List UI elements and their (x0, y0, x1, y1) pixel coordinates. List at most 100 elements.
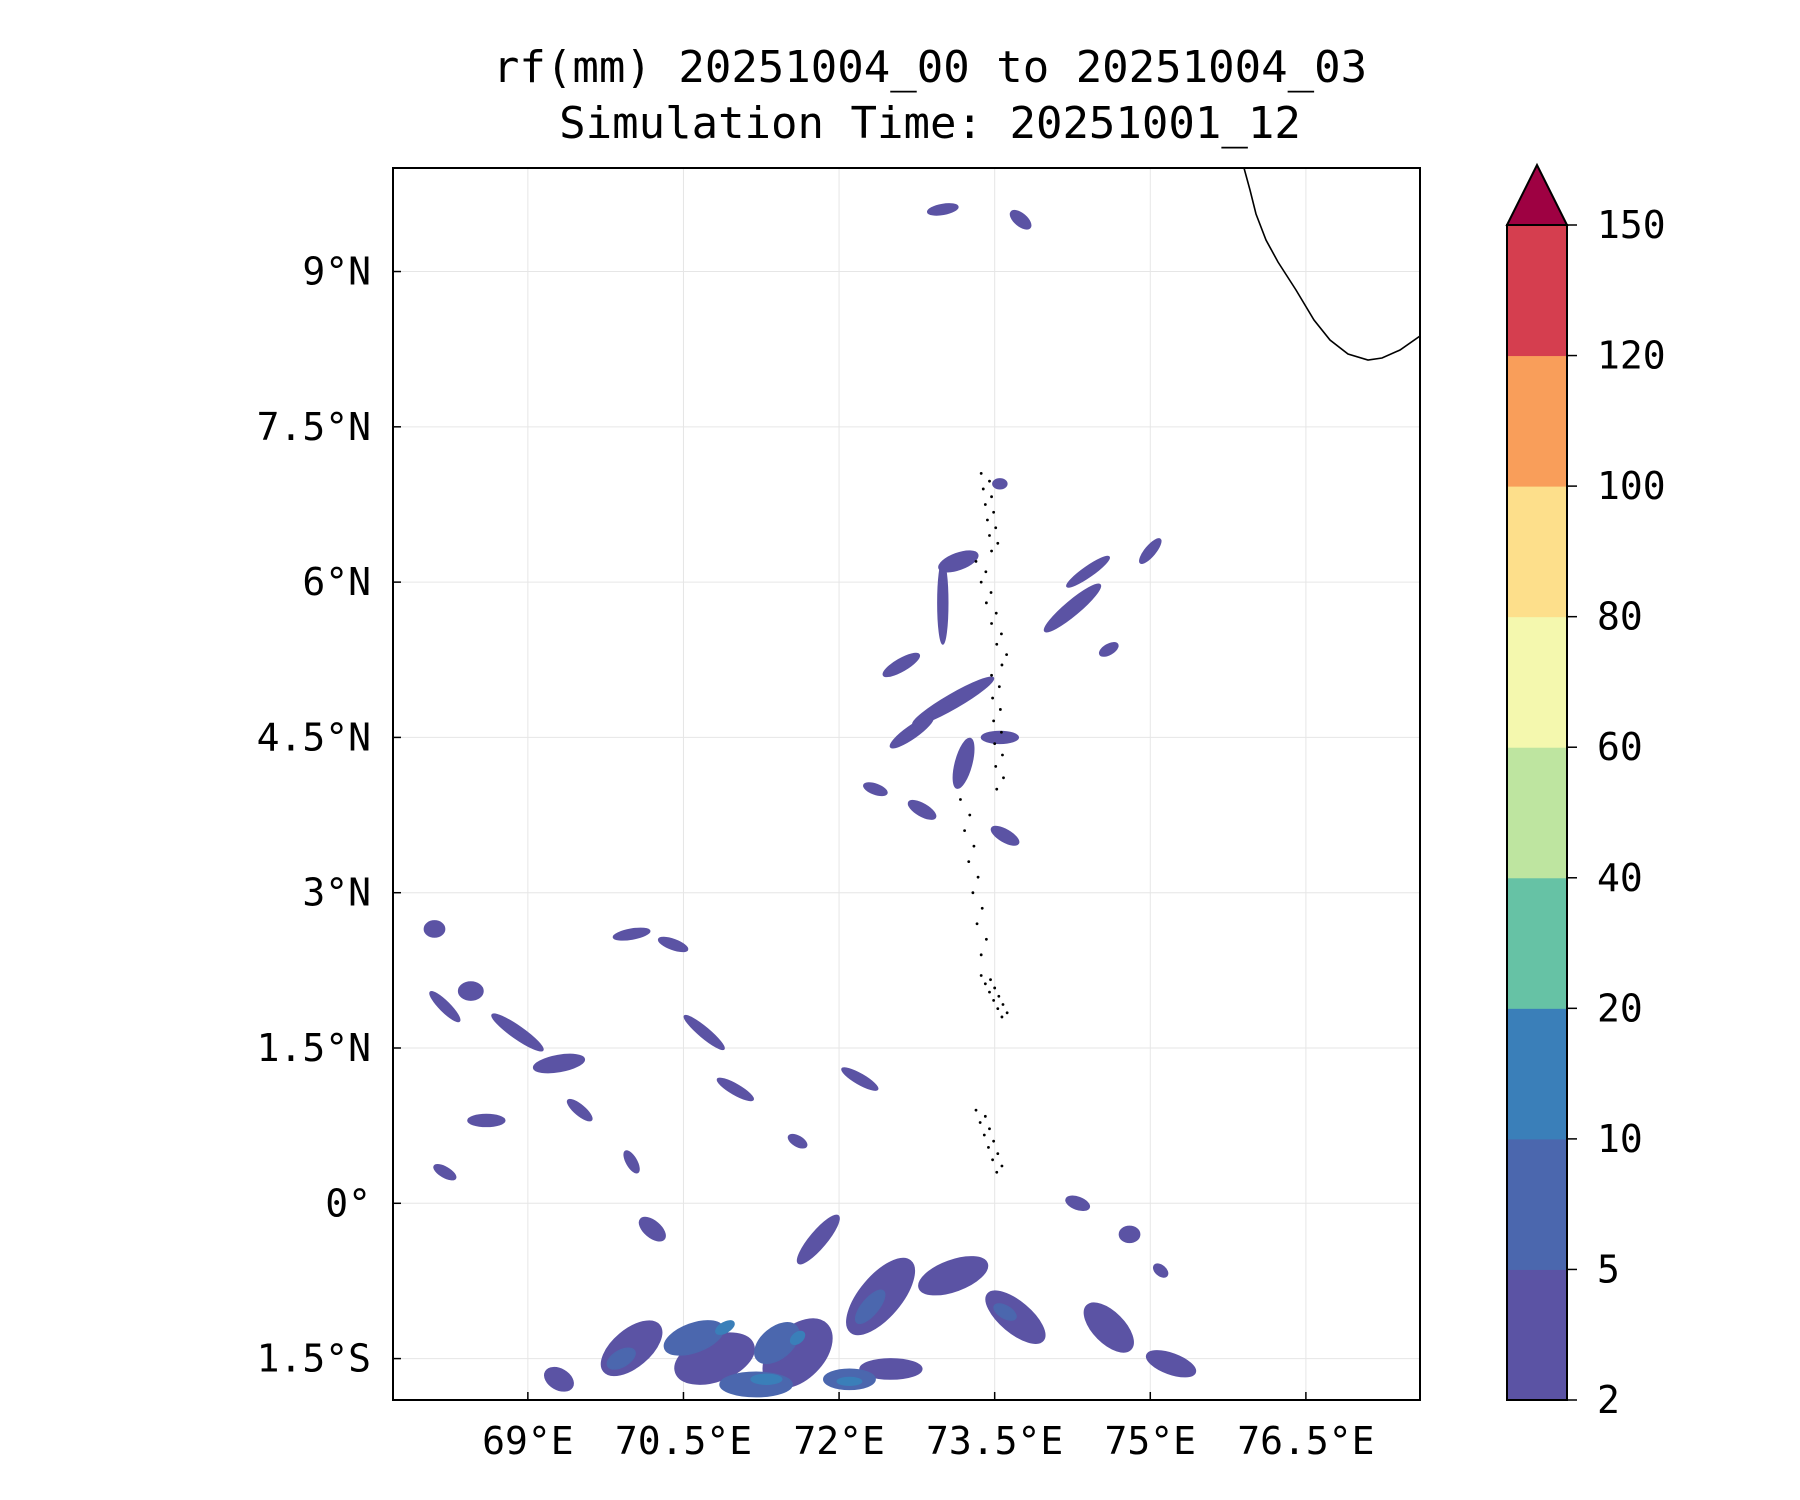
atoll-dot (963, 829, 966, 832)
rain-cell (952, 737, 975, 789)
rain-cell (606, 1347, 636, 1370)
rain-cell (918, 1256, 989, 1296)
y-tick-label: 7.5°N (257, 405, 371, 449)
atoll-dot (1005, 1011, 1009, 1015)
atoll-dot (990, 622, 993, 625)
atoll-dot (968, 813, 972, 817)
atoll-dot (988, 534, 991, 537)
atoll-dot (1000, 663, 1004, 667)
colorbar-segment (1507, 747, 1567, 879)
atoll-dot (971, 891, 975, 895)
colorbar-label: 120 (1597, 334, 1666, 378)
rain-cell (859, 1358, 923, 1380)
atoll-dot (1001, 1003, 1005, 1006)
atoll-dot (993, 986, 997, 990)
rain-cell (889, 716, 934, 749)
y-tick-label: 1.5°S (257, 1337, 371, 1381)
colorbar-segment (1507, 1269, 1567, 1401)
rain-cell (491, 1013, 544, 1052)
rain-cell (854, 1289, 886, 1325)
colorbar-segment (1507, 616, 1567, 748)
rain-cell (796, 1214, 840, 1265)
atoll-dot (976, 875, 980, 879)
island-atolls (959, 472, 1009, 1174)
colorbar-label: 2 (1597, 1378, 1620, 1422)
rain-cell (1145, 1350, 1197, 1378)
chart-title-line1: rf(mm) 20251004_00 to 20251004_03 (492, 42, 1368, 93)
atoll-dot (994, 526, 998, 530)
atoll-dot (975, 922, 979, 926)
atoll-dot (988, 990, 991, 994)
atoll-dot (974, 1108, 978, 1112)
rain-cell (683, 1014, 725, 1051)
atoll-dot (990, 549, 993, 553)
rain-cell (863, 782, 888, 797)
rain-cell (532, 1053, 586, 1074)
rain-cell (836, 1376, 863, 1387)
y-tick-label: 3°N (302, 871, 371, 915)
chart-title-line2: Simulation Time: 20251001_12 (559, 98, 1301, 149)
colorbar-extend-arrow (1505, 162, 1569, 226)
y-tick-label: 1.5°N (257, 1026, 371, 1070)
rain-cell (457, 981, 484, 1001)
atoll-dot (994, 765, 998, 768)
rain-cell (938, 550, 979, 573)
rain-cell (1083, 1302, 1134, 1353)
atoll-dot (996, 1007, 1000, 1011)
atoll-dot (983, 503, 987, 506)
rain-cell (1009, 209, 1032, 230)
rain-cell (787, 1133, 808, 1149)
rain-cell (754, 1322, 800, 1365)
colorbar-segment (1507, 355, 1567, 487)
atoll-dot (1002, 776, 1005, 780)
rain-cell (623, 1150, 640, 1174)
rain-cell (789, 1330, 806, 1346)
x-tick-label: 70.5°E (615, 1419, 752, 1463)
x-axis-ticks: 69°E 70.5°E 72°E 73.5°E 75°E 76.5°E (482, 1392, 1375, 1463)
colorbar-segment (1507, 877, 1567, 1009)
atoll-dot (1000, 730, 1003, 734)
colorbar-segment (1507, 225, 1567, 357)
atoll-dot (986, 518, 989, 522)
x-tick-label: 72°E (793, 1419, 885, 1463)
colorbar-label: 60 (1597, 725, 1643, 769)
rain-cell (980, 730, 1020, 745)
atoll-dot (1005, 653, 1009, 656)
atoll-dot (992, 998, 996, 1002)
atoll-dot (983, 1114, 987, 1118)
colorbar-label: 80 (1597, 595, 1643, 639)
atoll-dot (988, 479, 991, 483)
atoll-dot (992, 1139, 996, 1143)
colorbar-label: 20 (1597, 986, 1643, 1030)
atoll-dot (995, 1170, 999, 1174)
rain-cell (429, 990, 461, 1023)
rain-cell (716, 1077, 754, 1102)
atoll-dot (967, 860, 971, 864)
plot-frame (392, 167, 1421, 1401)
atoll-dot (995, 642, 999, 646)
atoll-dot (988, 1127, 991, 1131)
atoll-dot (982, 1133, 986, 1137)
colorbar-frame (1506, 224, 1568, 1401)
atoll-dot (994, 611, 998, 615)
atoll-dot (984, 570, 988, 574)
colorbar-label: 10 (1597, 1117, 1643, 1161)
atoll-dot (974, 560, 978, 563)
rain-cell (467, 1113, 506, 1128)
atoll-dot (979, 953, 983, 957)
atoll-dot (989, 978, 992, 982)
atoll-dot (993, 742, 997, 746)
rain-cell (937, 560, 949, 645)
atoll-dot (1001, 753, 1004, 757)
x-tick-label: 75°E (1105, 1419, 1197, 1463)
y-tick-label: 4.5°N (257, 715, 371, 759)
rain-cell (433, 1164, 457, 1181)
x-tick-label: 76.5°E (1237, 1419, 1374, 1463)
atoll-dot (978, 1121, 982, 1124)
colorbar-label: 100 (1597, 464, 1666, 508)
atoll-dot (984, 937, 988, 941)
atoll-dot (990, 673, 993, 677)
rain-cell (1098, 642, 1119, 657)
colorbar-label: 5 (1597, 1247, 1620, 1291)
x-tick-label: 69°E (482, 1419, 574, 1463)
